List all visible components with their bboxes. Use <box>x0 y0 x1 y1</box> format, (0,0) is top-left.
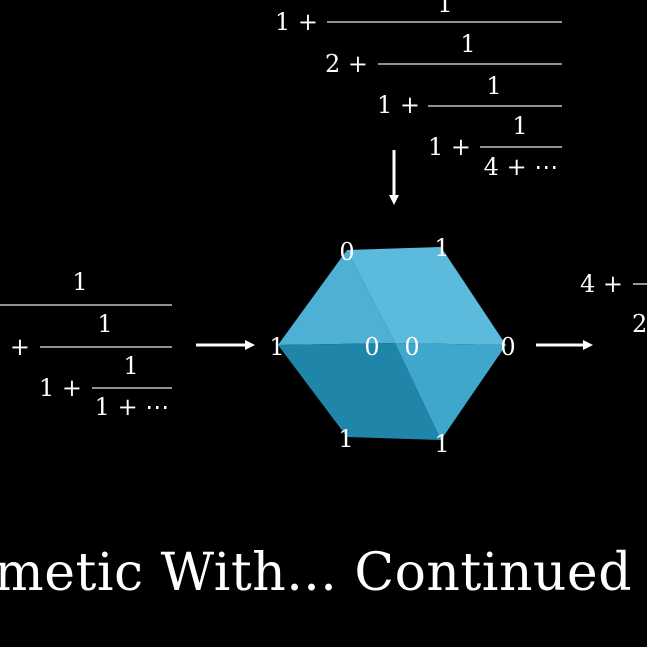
top-frac-lead-2: 1 + <box>377 91 420 119</box>
top-frac-tail: 4 + ⋯ <box>484 153 559 181</box>
left-frac-tail: 1 + ⋯ <box>95 393 170 421</box>
left-frac-lead-2: 1 + <box>39 374 82 402</box>
cube-face-top-right <box>347 247 506 345</box>
top-frac-lead-0: 1 + <box>275 8 318 36</box>
top-frac-lead-3: 1 + <box>428 133 471 161</box>
vertex-label-top-right: 1 <box>434 234 449 262</box>
left-frac-num-1: 1 <box>97 310 112 338</box>
vertex-label-center-left: 0 <box>364 333 379 361</box>
vertex-label-center-right: 0 <box>404 333 419 361</box>
left-frac-num-0: 1 <box>72 268 87 296</box>
video-title: nmetic With... Continued F <box>0 543 647 603</box>
top-continued-fraction: 1 1 + 1 2 + 1 1 + 1 1 + 4 + ⋯ <box>275 0 562 181</box>
cube-face-lower-right <box>395 343 506 440</box>
vertex-label-bottom-left: 1 <box>338 425 353 453</box>
vertex-label-right: 0 <box>500 333 515 361</box>
right-frac-lead: 4 + <box>580 270 623 298</box>
vertex-label-bottom-right: 1 <box>434 430 449 458</box>
top-frac-num-2: 1 <box>486 72 501 100</box>
top-frac-lead-1: 2 + <box>325 50 368 78</box>
top-frac-num-3: 1 <box>512 112 527 140</box>
right-frac-tail: 2 <box>632 310 647 338</box>
top-frac-num-1: 1 <box>460 30 475 58</box>
left-continued-fraction: 1 + 1 1 + 1 1 + ⋯ <box>0 268 172 421</box>
top-frac-num-0: 1 <box>437 0 452 18</box>
left-frac-lead-1: + <box>10 333 30 361</box>
cube-face-top-left <box>278 250 395 345</box>
left-frac-num-2: 1 <box>123 352 138 380</box>
vertex-label-top-left: 0 <box>339 238 354 266</box>
vertex-label-left: 1 <box>269 333 284 361</box>
cube: 0 1 1 0 0 0 1 1 <box>269 234 515 458</box>
cube-face-lower-left <box>278 343 441 440</box>
right-continued-fraction: 4 + 2 <box>580 270 647 338</box>
